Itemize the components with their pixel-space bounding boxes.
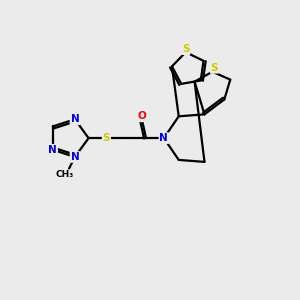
Text: S: S — [182, 44, 190, 54]
Text: N: N — [48, 145, 57, 155]
Text: S: S — [103, 133, 110, 143]
Text: S: S — [211, 63, 218, 73]
Text: N: N — [160, 133, 168, 143]
Text: O: O — [138, 111, 146, 121]
Text: N: N — [70, 152, 79, 162]
Text: CH₃: CH₃ — [56, 170, 74, 179]
Text: N: N — [70, 114, 79, 124]
